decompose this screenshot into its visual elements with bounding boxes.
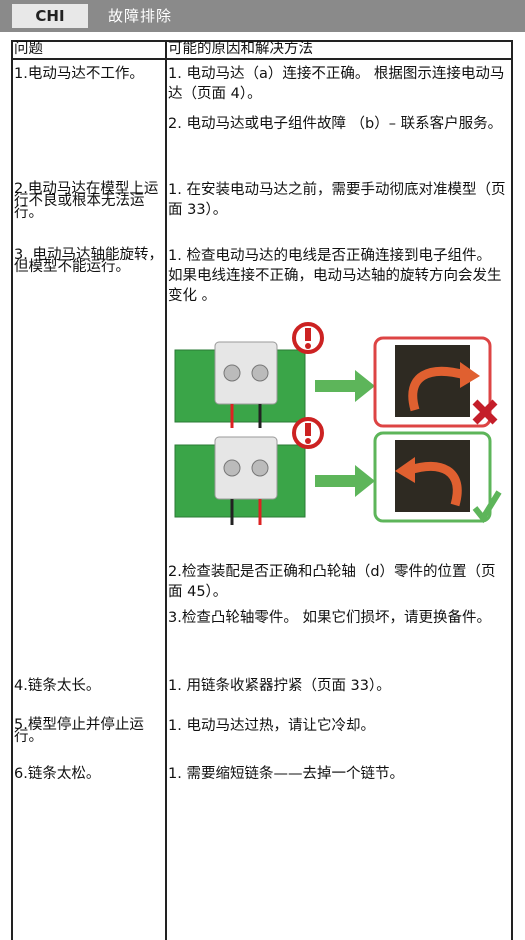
column-header: 问题 bbox=[14, 41, 43, 57]
connector bbox=[214, 341, 278, 405]
section-tag: CHI bbox=[12, 4, 88, 28]
solution: 3.检查凸轮轴零件。 如果它们损坏，请更换备件。 bbox=[168, 610, 491, 626]
wrong-wiring bbox=[174, 322, 498, 428]
page-title: 故障排除 bbox=[108, 7, 173, 25]
table-border bbox=[165, 40, 167, 940]
table-border bbox=[511, 40, 513, 940]
solution: 1. 电动马达过热，请让它冷却。 bbox=[168, 718, 375, 734]
problem: 1.电动马达不工作。 bbox=[14, 66, 144, 82]
column-header: 可能的原因和解决方法 bbox=[168, 41, 313, 57]
problem: 6.链条太松。 bbox=[14, 766, 101, 782]
wiring-illustration bbox=[174, 322, 502, 525]
solution: 1. 需要缩短链条——去掉一个链节。 bbox=[168, 766, 404, 782]
solution: 1. 在安装电动马达之前，需要手动彻底对准模型（页面 33）。 bbox=[168, 182, 506, 218]
table-border bbox=[11, 40, 13, 940]
solution: 1. 用链条收紧器拧紧（页面 33）。 bbox=[168, 678, 391, 694]
problem: 5.模型停止并停止运行。 bbox=[14, 717, 144, 745]
problem: 2.电动马达在模型上运行不良或根本无法运行。 bbox=[14, 181, 159, 221]
correct-wiring bbox=[174, 417, 502, 525]
table-border bbox=[12, 40, 512, 42]
solution: 1. 检查电动马达的电线是否正确连接到电子组件。 如果电线连接不正确，电动马达轴… bbox=[168, 248, 502, 304]
solution: 2.检查装配是否正确和凸轮轴（d）零件的位置（页面 45）。 bbox=[168, 564, 496, 600]
problem: 3. 电动马达轴能旋转，但模型不能运行。 bbox=[14, 247, 163, 275]
solution: 2. 电动马达或电子组件故障 （b）– 联系客户服务。 bbox=[168, 116, 503, 132]
table-border bbox=[12, 58, 512, 60]
problem: 4.链条太长。 bbox=[14, 678, 101, 694]
solution: 1. 电动马达（a）连接不正确。 根据图示连接电动马达（页面 4）。 bbox=[168, 66, 505, 102]
